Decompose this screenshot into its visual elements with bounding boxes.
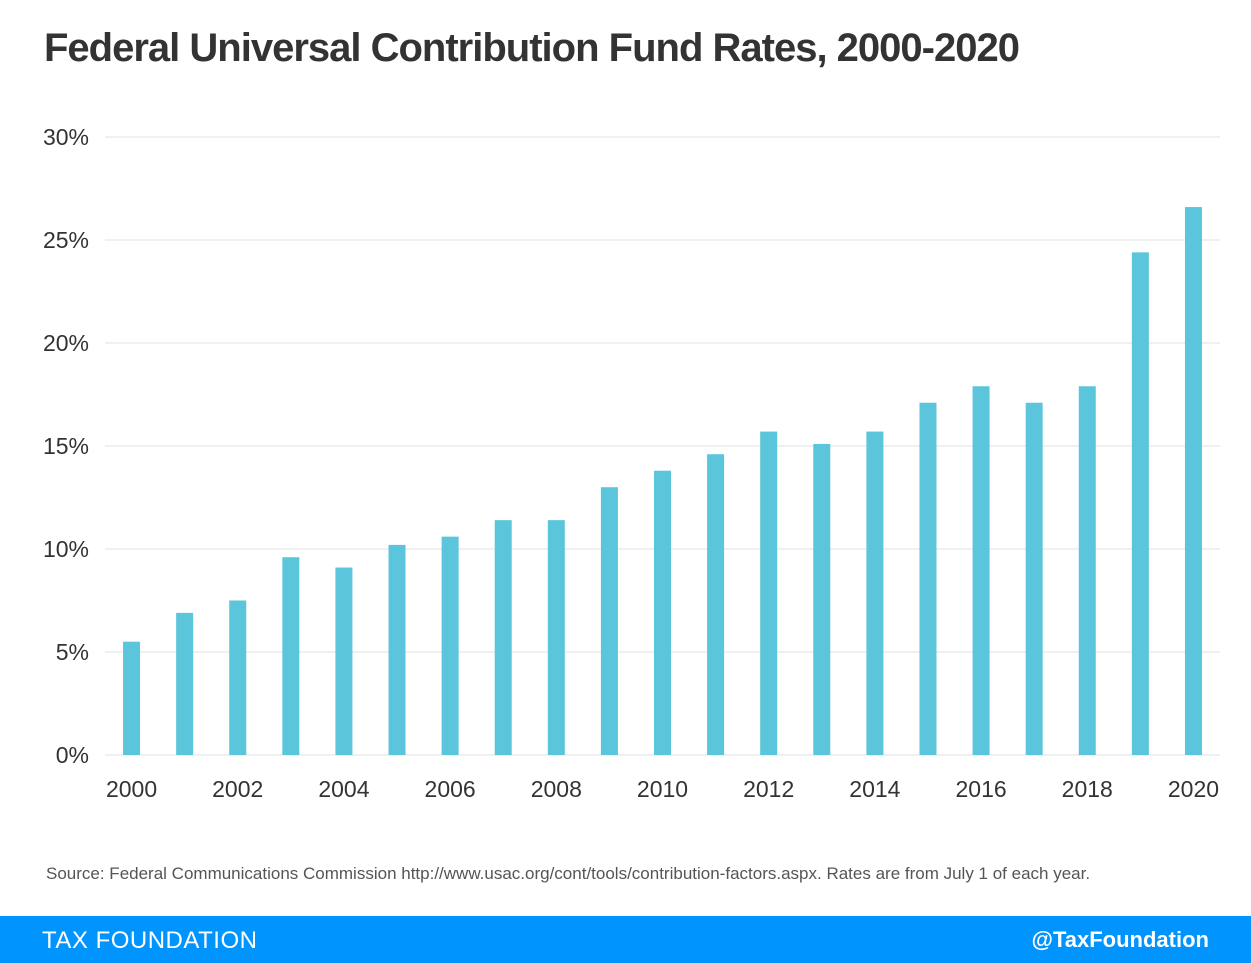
source-note: Source: Federal Communications Commissio… bbox=[46, 864, 1091, 883]
x-tick-label: 2008 bbox=[531, 776, 582, 802]
bar-2017 bbox=[1025, 402, 1043, 755]
y-tick-label: 10% bbox=[43, 536, 89, 562]
bar-2012 bbox=[760, 431, 778, 755]
y-tick-label: 20% bbox=[43, 330, 89, 356]
x-tick-label: 2004 bbox=[318, 776, 369, 802]
bar-2006 bbox=[441, 536, 459, 755]
bar-2003 bbox=[282, 557, 300, 755]
bar-2016 bbox=[972, 386, 990, 755]
x-axis-tick-labels: 2000 2002 2004 2006 2008 2010 2012 2014 2016 2018… bbox=[106, 776, 1219, 802]
bar-2011 bbox=[707, 454, 725, 755]
bar-2015 bbox=[919, 402, 937, 755]
bar-2002 bbox=[229, 600, 247, 755]
x-tick-label: 2002 bbox=[212, 776, 263, 802]
bar-2014 bbox=[866, 431, 884, 755]
bar-2004 bbox=[335, 567, 353, 755]
footer-handle: @TaxFoundation bbox=[1031, 927, 1209, 952]
bar-2008 bbox=[547, 520, 565, 755]
bar-2018 bbox=[1078, 386, 1096, 755]
bar-2019 bbox=[1131, 252, 1149, 756]
bar-2001 bbox=[176, 612, 194, 755]
bar-2007 bbox=[494, 520, 512, 755]
y-tick-label: 0% bbox=[56, 742, 89, 768]
bar-2009 bbox=[600, 487, 618, 755]
bar-2013 bbox=[813, 443, 831, 755]
x-tick-label: 2012 bbox=[743, 776, 794, 802]
footer-bar: TAX FOUNDATION @TaxFoundation bbox=[0, 916, 1251, 963]
bar-2020 bbox=[1184, 207, 1202, 756]
bar-2005 bbox=[388, 544, 406, 755]
x-tick-label: 2016 bbox=[955, 776, 1006, 802]
footer-brand: TAX FOUNDATION bbox=[42, 927, 258, 954]
y-tick-label: 25% bbox=[43, 227, 89, 253]
bar-2000 bbox=[123, 641, 141, 755]
x-tick-label: 2018 bbox=[1062, 776, 1113, 802]
x-tick-label: 2014 bbox=[849, 776, 900, 802]
y-tick-label: 30% bbox=[43, 124, 89, 150]
bar-2010 bbox=[654, 470, 671, 755]
x-tick-label: 2010 bbox=[637, 776, 688, 802]
x-tick-label: 2000 bbox=[106, 776, 157, 802]
y-tick-label: 15% bbox=[43, 433, 89, 459]
y-tick-label: 5% bbox=[56, 639, 89, 665]
x-tick-label: 2006 bbox=[425, 776, 476, 802]
y-axis-tick-labels: 0% 5% 10% 15% 20% 25% 30% bbox=[43, 124, 89, 768]
chart-title: Federal Universal Contribution Fund Rate… bbox=[44, 26, 1020, 70]
x-tick-label: 2020 bbox=[1168, 776, 1219, 802]
bar-chart: 0% 5% 10% 15% 20% 25% 30% 2000 2002 2004 2006 2008… bbox=[43, 124, 1220, 802]
bars bbox=[123, 207, 1202, 756]
